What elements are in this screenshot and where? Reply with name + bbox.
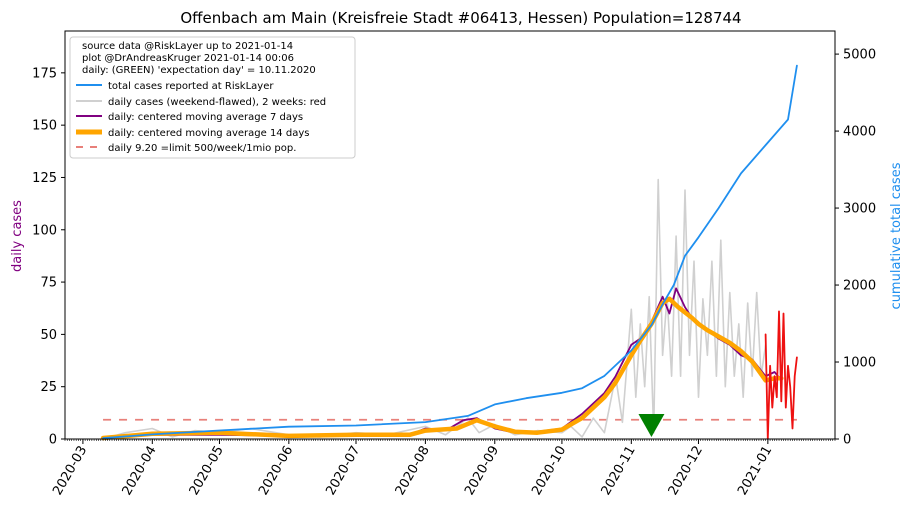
legend-label-total: total cases reported at RiskLayer <box>108 81 274 92</box>
series-line-total <box>102 64 798 440</box>
series-line-raw_recent <box>764 310 798 440</box>
left-tick-label: 100 <box>32 223 57 238</box>
right-axis-label: cumulative total cases <box>889 162 904 309</box>
x-tick-label: 2020-06 <box>256 444 296 499</box>
right-tick-label: 3000 <box>843 202 876 217</box>
x-tick-label: 2020-08 <box>393 444 433 499</box>
expectation-day-marker <box>638 414 665 437</box>
left-tick-label: 150 <box>32 119 57 134</box>
legend-info-line-3: daily: (GREEN) 'expectation day' = 10.11… <box>82 65 316 76</box>
right-tick-label: 2000 <box>843 279 876 294</box>
right-tick-label: 5000 <box>843 48 876 63</box>
x-tick-label: 2020-04 <box>120 444 160 499</box>
legend-info-line-1: source data @RiskLayer up to 2021-01-14 <box>82 41 293 52</box>
legend-label-raw: daily cases (weekend-flawed), 2 weeks: r… <box>108 97 326 108</box>
legend-label-ma7: daily: centered moving average 7 days <box>108 112 303 123</box>
legend-box <box>69 36 356 159</box>
series-line-ma14 <box>100 296 784 441</box>
x-tick-label: 2020-03 <box>50 444 90 499</box>
x-tick-label: 2020-07 <box>323 444 363 499</box>
left-tick-label: 175 <box>32 66 57 81</box>
left-tick-label: 0 <box>49 433 57 448</box>
legend-label-ma14: daily: centered moving average 14 days <box>108 128 309 139</box>
series-line-raw <box>102 178 767 440</box>
x-tick-label: 2020-11 <box>599 444 639 499</box>
legend-info-line-2: plot @DrAndreasKruger 2021-01-14 00:06 <box>82 53 294 64</box>
legend-label-limit: daily 9.20 =limit 500/week/1mio pop. <box>108 143 296 154</box>
right-tick-label: 4000 <box>843 125 876 140</box>
x-tick-label: 2020-12 <box>666 444 706 499</box>
legend: source data @RiskLayer up to 2021-01-14 … <box>69 36 356 159</box>
left-tick-label: 25 <box>40 380 57 395</box>
x-tick-label: 2020-09 <box>462 444 502 499</box>
left-tick-label: 75 <box>40 276 57 291</box>
left-tick-label: 50 <box>40 328 57 343</box>
chart-title: Offenbach am Main (Kreisfreie Stadt #064… <box>180 9 741 27</box>
x-tick-label: 2021-01 <box>735 444 775 499</box>
left-tick-label: 125 <box>32 171 57 186</box>
x-tick-label: 2020-05 <box>187 444 227 499</box>
x-tick-label: 2020-10 <box>529 444 569 499</box>
right-tick-label: 0 <box>843 433 851 448</box>
left-axis-label: daily cases <box>10 200 25 272</box>
right-tick-label: 1000 <box>843 356 876 371</box>
